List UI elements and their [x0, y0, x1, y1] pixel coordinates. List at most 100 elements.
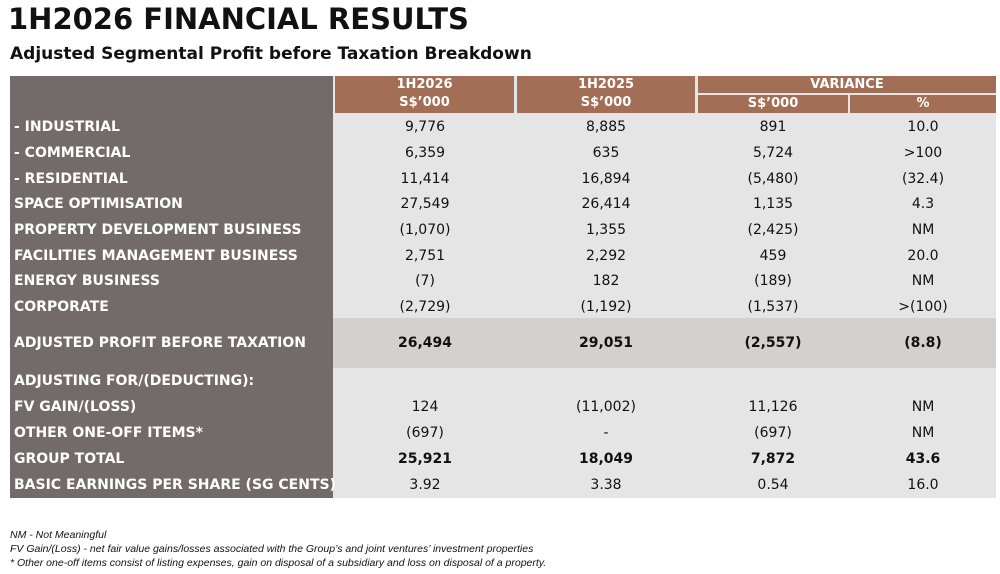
cell-1h2026: (697) [406, 425, 444, 441]
table-row: ADJUSTING FOR/(DEDUCTING): [10, 368, 996, 394]
cell-1h2026: 124 [411, 399, 439, 415]
row-label: PROPERTY DEVELOPMENT BUSINESS [14, 222, 302, 238]
table-row: - INDUSTRIAL 9,776 8,885 891 10.0 [10, 114, 996, 140]
table-row: SPACE OPTIMISATION 27,549 26,414 1,135 4… [10, 191, 996, 217]
cell-variance-pct: 43.6 [905, 451, 941, 467]
cell-1h2026: 27,549 [400, 196, 450, 212]
cell-1h2025: 2,292 [585, 248, 627, 264]
footnote: * Other one-off items consist of listing… [10, 557, 547, 569]
header-1h2025-period: 1H2025 [577, 77, 635, 92]
table-row: FV GAIN/(LOSS) 124 (11,002) 11,126 NM [10, 394, 996, 420]
header-1h2025-unit: S$’000 [580, 95, 632, 110]
row-label: - COMMERCIAL [14, 145, 131, 161]
cell-1h2025: 1,355 [585, 222, 627, 238]
row-label: GROUP TOTAL [14, 451, 125, 467]
row-label: SPACE OPTIMISATION [14, 196, 183, 212]
header-1h2026-unit: S$’000 [399, 95, 450, 110]
footnote: FV Gain/(Loss) - net fair value gains/lo… [10, 543, 534, 555]
cell-1h2026: (2,729) [399, 299, 451, 315]
cell-variance: 0.54 [757, 477, 789, 493]
cell-variance-pct: 16.0 [907, 477, 939, 493]
table-row-total: GROUP TOTAL 25,921 18,049 7,872 43.6 [10, 446, 996, 472]
cell-1h2025: 182 [592, 273, 620, 289]
table-row: ENERGY BUSINESS (7) 182 (189) NM [10, 268, 996, 294]
header-variance-unit: S$’000 [747, 96, 799, 111]
footnotes: NM - Not Meaningful FV Gain/(Loss) - net… [10, 528, 546, 570]
cell-variance-pct: (8.8) [904, 335, 942, 351]
cell-1h2025: 635 [592, 145, 620, 161]
cell-variance-pct: >(100) [898, 299, 948, 315]
cell-1h2026: 3.92 [409, 477, 441, 493]
cell-variance-pct: 10.0 [907, 119, 939, 135]
cell-1h2025: 3.38 [590, 477, 622, 493]
row-label: BASIC EARNINGS PER SHARE (SG CENTS) [14, 477, 336, 493]
cell-variance-pct: >100 [903, 145, 943, 161]
cell-variance: 1,135 [752, 196, 794, 212]
header-variance-label: VARIANCE [810, 77, 884, 92]
header-1h2026: 1H2026 S$’000 [335, 76, 514, 113]
results-table: 1H2026 S$’000 1H2025 S$’000 VARIANCE S$’… [10, 76, 996, 498]
header-1h2025: 1H2025 S$’000 [517, 76, 695, 113]
row-label: OTHER ONE-OFF ITEMS* [14, 425, 203, 441]
page-title: 1H2026 FINANCIAL RESULTS [8, 2, 469, 36]
header-variance-pct: % [916, 96, 930, 111]
cell-1h2025: 18,049 [578, 451, 634, 467]
cell-variance: (5,480) [747, 171, 799, 187]
cell-variance-pct: NM [911, 425, 935, 441]
row-label: - RESIDENTIAL [14, 171, 128, 187]
cell-variance: 891 [759, 119, 787, 135]
cell-variance: (697) [754, 425, 792, 441]
cell-1h2025: (11,002) [576, 399, 636, 415]
cell-variance: 7,872 [750, 451, 796, 467]
cell-variance: (189) [754, 273, 792, 289]
cell-1h2026: 25,921 [397, 451, 453, 467]
cell-1h2025: 29,051 [578, 335, 634, 351]
cell-variance-pct: (32.4) [901, 171, 945, 187]
row-label: ENERGY BUSINESS [14, 273, 160, 289]
header-1h2026-period: 1H2026 [396, 77, 453, 92]
footnote: NM - Not Meaningful [10, 529, 107, 541]
cell-variance-pct: NM [911, 273, 935, 289]
cell-1h2025: 16,894 [581, 171, 631, 187]
cell-1h2025: (1,192) [580, 299, 632, 315]
table-row: - RESIDENTIAL 11,414 16,894 (5,480) (32.… [10, 166, 996, 192]
header-variance: VARIANCE [698, 76, 996, 93]
cell-1h2026: 2,751 [404, 248, 446, 264]
cell-1h2025: 8,885 [585, 119, 627, 135]
page-subtitle: Adjusted Segmental Profit before Taxatio… [10, 44, 532, 64]
cell-1h2026: 9,776 [404, 119, 446, 135]
cell-variance: (2,425) [747, 222, 799, 238]
cell-variance: 5,724 [752, 145, 794, 161]
cell-variance-pct: 4.3 [911, 196, 935, 212]
cell-1h2025: 26,414 [581, 196, 631, 212]
header-variance-percent: % [850, 95, 996, 113]
cell-1h2026: 11,414 [400, 171, 450, 187]
row-label: FACILITIES MANAGEMENT BUSINESS [14, 248, 298, 264]
cell-1h2025: - [603, 425, 609, 441]
row-label: ADJUSTED PROFIT BEFORE TAXATION [14, 335, 306, 351]
header-variance-amount: S$’000 [698, 95, 848, 113]
highlight-band [333, 318, 996, 368]
cell-variance: (2,557) [744, 335, 802, 351]
label-column [10, 76, 333, 498]
table-row: PROPERTY DEVELOPMENT BUSINESS (1,070) 1,… [10, 217, 996, 243]
row-label: FV GAIN/(LOSS) [14, 399, 137, 415]
cell-variance-pct: NM [911, 222, 935, 238]
row-label: ADJUSTING FOR/(DEDUCTING): [14, 373, 255, 389]
cell-1h2026: 6,359 [404, 145, 446, 161]
row-label: CORPORATE [14, 299, 109, 315]
table-row: BASIC EARNINGS PER SHARE (SG CENTS) 3.92… [10, 472, 996, 498]
cell-1h2026: (1,070) [399, 222, 451, 238]
cell-variance-pct: 20.0 [907, 248, 939, 264]
cell-variance-pct: NM [911, 399, 935, 415]
table-row: - COMMERCIAL 6,359 635 5,724 >100 [10, 140, 996, 166]
table-row: OTHER ONE-OFF ITEMS* (697) - (697) NM [10, 420, 996, 446]
cell-1h2026: 26,494 [397, 335, 453, 351]
table-row: FACILITIES MANAGEMENT BUSINESS 2,751 2,2… [10, 243, 996, 269]
cell-variance: (1,537) [747, 299, 799, 315]
cell-variance: 11,126 [748, 399, 798, 415]
cell-1h2026: (7) [415, 273, 435, 289]
row-label: - INDUSTRIAL [14, 119, 120, 135]
cell-variance: 459 [759, 248, 787, 264]
table-row: CORPORATE (2,729) (1,192) (1,537) >(100) [10, 294, 996, 320]
